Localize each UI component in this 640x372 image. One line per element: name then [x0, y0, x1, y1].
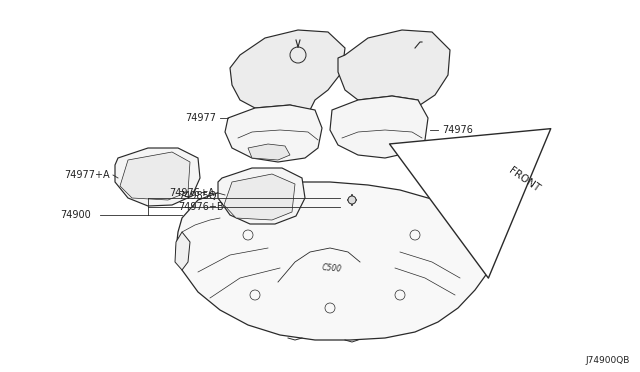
Polygon shape [115, 148, 200, 206]
Text: 74976+A: 74976+A [170, 188, 215, 198]
Text: FRONT: FRONT [507, 165, 541, 193]
Polygon shape [248, 144, 290, 160]
Polygon shape [218, 168, 305, 224]
Polygon shape [120, 152, 190, 200]
Polygon shape [230, 30, 345, 110]
Circle shape [348, 196, 356, 204]
Polygon shape [330, 96, 428, 158]
Text: 74900: 74900 [60, 210, 91, 220]
Polygon shape [338, 30, 450, 105]
Polygon shape [224, 174, 295, 220]
Text: 74976+B: 74976+B [178, 202, 223, 212]
Text: 74977: 74977 [185, 113, 216, 123]
Text: 74977+A: 74977+A [65, 170, 110, 180]
Polygon shape [225, 105, 322, 162]
Polygon shape [175, 232, 190, 270]
Polygon shape [176, 182, 492, 340]
Text: 74985Q: 74985Q [178, 191, 216, 201]
Text: 74976: 74976 [442, 125, 473, 135]
Text: J74900QB: J74900QB [586, 356, 630, 365]
Text: C500: C500 [322, 263, 342, 273]
